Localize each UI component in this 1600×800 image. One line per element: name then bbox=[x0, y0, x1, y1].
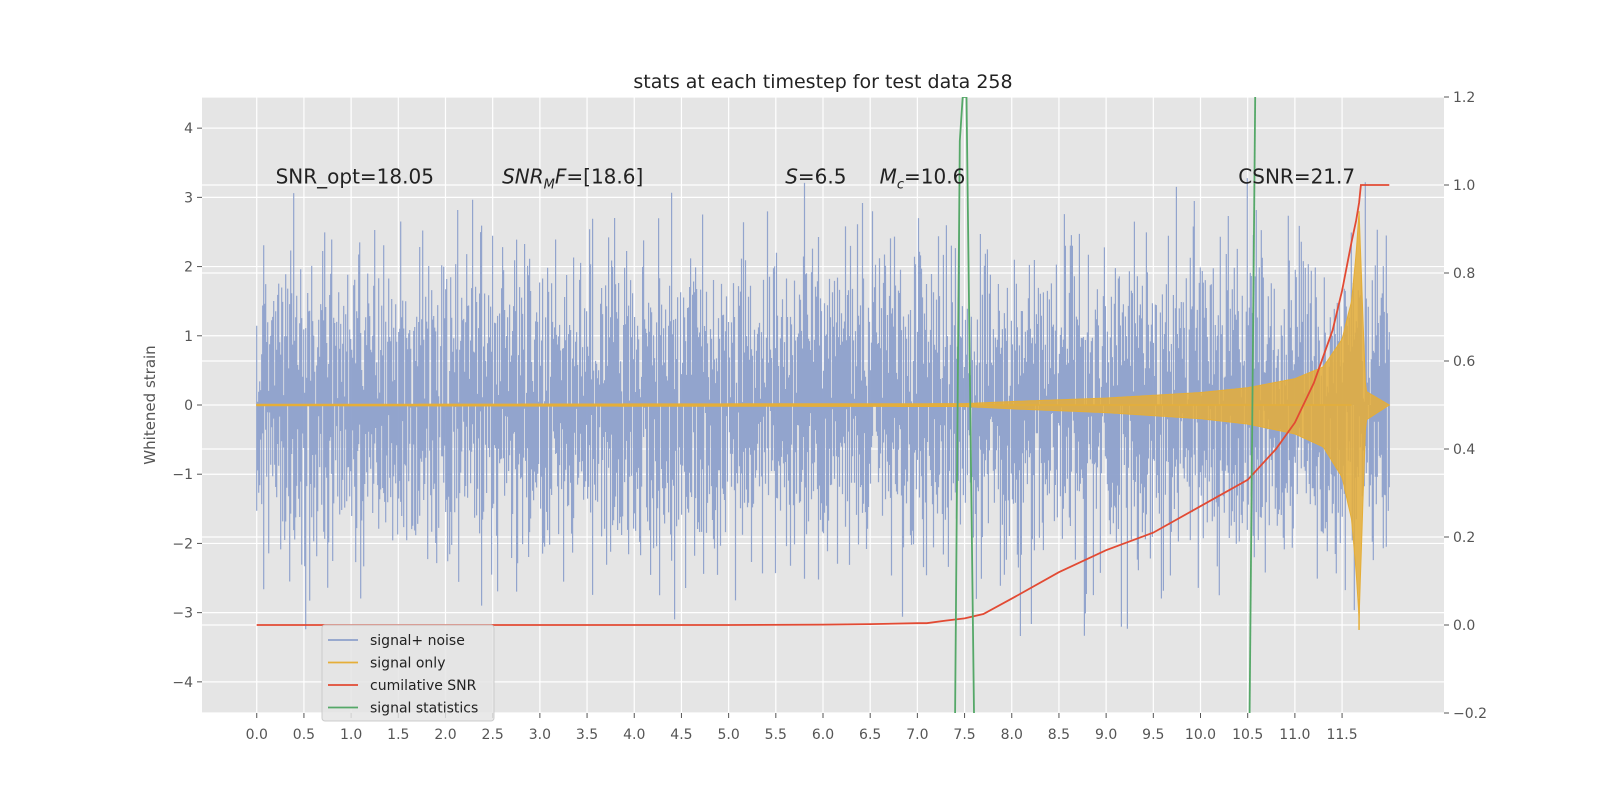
y-right-tick-label: 1.2 bbox=[1453, 90, 1475, 106]
stats-series bbox=[954, 97, 1257, 713]
y-tick-label: −3 bbox=[172, 606, 193, 622]
x-tick-label: 0.0 bbox=[246, 727, 268, 743]
legend: signal+ noise signal only cumilative SNR si… bbox=[321, 624, 495, 722]
signal-series bbox=[256, 211, 1391, 630]
y-tick-label: −1 bbox=[172, 467, 193, 483]
x-tick-label: 3.5 bbox=[576, 727, 598, 743]
x-tick-label: 0.5 bbox=[293, 727, 315, 743]
x-tick-label: 11.0 bbox=[1279, 727, 1310, 743]
y-right-tick-label: 1.0 bbox=[1453, 178, 1475, 194]
y-axis-label: Whitened strain bbox=[141, 345, 159, 464]
x-tick-label: 10.0 bbox=[1185, 727, 1216, 743]
annotation-text: CSNR=21.7 bbox=[1238, 165, 1355, 189]
x-tick-label: 10.5 bbox=[1232, 727, 1263, 743]
x-tick-label: 1.0 bbox=[340, 727, 362, 743]
legend-label: signal statistics bbox=[370, 701, 478, 717]
annotation-text: SNR_opt=18.05 bbox=[276, 165, 434, 189]
y-right-tick-label: −0.2 bbox=[1453, 706, 1487, 722]
x-tick-label: 9.0 bbox=[1095, 727, 1117, 743]
x-tick-label: 8.0 bbox=[1001, 727, 1023, 743]
x-tick-label: 7.0 bbox=[906, 727, 928, 743]
y-tick-label: 1 bbox=[184, 329, 193, 345]
y-tick-label: −2 bbox=[172, 536, 193, 552]
y-right-tick-label: 0.8 bbox=[1453, 266, 1475, 282]
x-tick-label: 4.0 bbox=[623, 727, 645, 743]
x-tick-label: 9.5 bbox=[1142, 727, 1164, 743]
legend-box bbox=[321, 624, 495, 722]
signal-statistics-line-2 bbox=[1248, 97, 1257, 713]
legend-label: cumilative SNR bbox=[370, 678, 477, 694]
x-tick-label: 4.5 bbox=[670, 727, 692, 743]
x-tick-label: 2.0 bbox=[434, 727, 456, 743]
annotation-text: Mc=10.6 bbox=[880, 165, 966, 193]
annotations: SNR_opt=18.05 SNRMF=[18.6] S=6.5 Mc=10.6 CSN… bbox=[276, 165, 1356, 193]
annotation-text: S=6.5 bbox=[785, 165, 846, 189]
y-right-tick-label: 0.4 bbox=[1453, 442, 1475, 458]
y-axis-right: −0.2 0.0 0.2 0.4 0.6 0.8 1.0 1.2 bbox=[1444, 90, 1487, 722]
signal-statistics-line bbox=[954, 97, 975, 713]
x-tick-label: 6.0 bbox=[812, 727, 834, 743]
chart-title: stats at each timestep for test data 258 bbox=[633, 71, 1012, 93]
annotation-text: SNRMF=[18.6] bbox=[502, 165, 643, 193]
x-tick-label: 5.0 bbox=[717, 727, 739, 743]
x-tick-label: 7.5 bbox=[953, 727, 975, 743]
y-tick-label: −4 bbox=[172, 675, 193, 691]
y-tick-label: 4 bbox=[184, 121, 193, 137]
x-tick-label: 1.5 bbox=[387, 727, 409, 743]
x-axis: 0.0 0.5 1.0 1.5 2.0 2.5 3.0 3.5 4.0 4.5 5.0 5.5 6.0 6… bbox=[246, 713, 1358, 743]
y-axis-left: −4 −3 −2 −1 0 1 2 3 4 bbox=[172, 121, 202, 691]
signal-envelope bbox=[256, 211, 1391, 619]
y-tick-label: 0 bbox=[184, 398, 193, 414]
cumulative-series bbox=[256, 184, 1390, 626]
x-tick-label: 6.5 bbox=[859, 727, 881, 743]
x-tick-label: 11.5 bbox=[1326, 727, 1357, 743]
x-tick-label: 2.5 bbox=[482, 727, 504, 743]
y-right-tick-label: 0.2 bbox=[1453, 530, 1475, 546]
x-tick-label: 5.5 bbox=[765, 727, 787, 743]
y-right-tick-label: 0.6 bbox=[1453, 354, 1475, 370]
y-tick-label: 2 bbox=[184, 260, 193, 276]
y-tick-label: 3 bbox=[184, 190, 193, 206]
y-right-tick-label: 0.0 bbox=[1453, 618, 1475, 634]
legend-label: signal+ noise bbox=[370, 633, 465, 649]
legend-label: signal only bbox=[370, 656, 445, 672]
x-tick-label: 8.5 bbox=[1048, 727, 1070, 743]
x-tick-label: 3.0 bbox=[529, 727, 551, 743]
cumulative-snr-line bbox=[256, 184, 1390, 626]
